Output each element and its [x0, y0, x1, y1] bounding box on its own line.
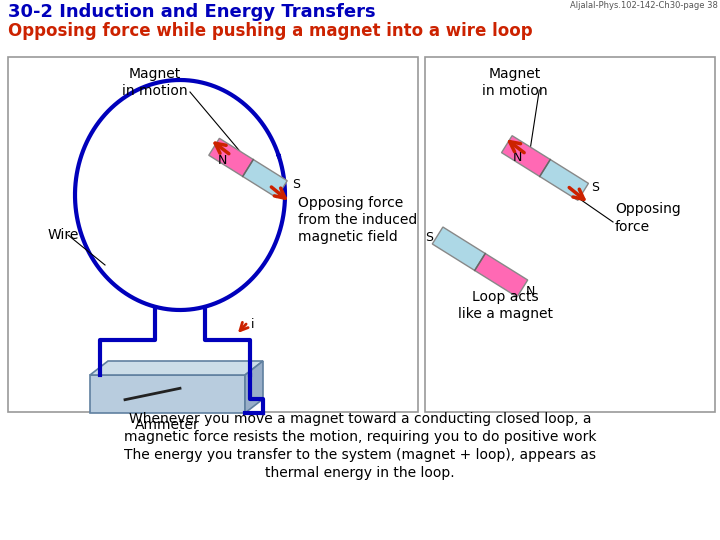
Text: The energy you transfer to the system (magnet + loop), appears as: The energy you transfer to the system (m…	[124, 448, 596, 462]
Polygon shape	[474, 253, 528, 297]
Polygon shape	[502, 136, 550, 177]
Text: Aljalal-Phys.102-142-Ch30-page 38: Aljalal-Phys.102-142-Ch30-page 38	[570, 1, 718, 10]
FancyBboxPatch shape	[90, 375, 245, 413]
Text: N: N	[513, 151, 522, 164]
Text: Magnet
in motion: Magnet in motion	[482, 67, 548, 98]
Text: Opposing force
from the induced
magnetic field: Opposing force from the induced magnetic…	[298, 195, 418, 244]
Text: 30-2 Induction and Energy Transfers: 30-2 Induction and Energy Transfers	[8, 3, 376, 21]
Text: magnetic force resists the motion, requiring you to do positive work: magnetic force resists the motion, requi…	[124, 430, 596, 444]
Text: Wire: Wire	[48, 228, 79, 242]
Polygon shape	[245, 361, 263, 413]
Bar	[425, 57, 715, 412]
Text: i: i	[251, 319, 254, 332]
Text: N: N	[526, 285, 535, 298]
Polygon shape	[90, 361, 263, 375]
Text: Opposing
force: Opposing force	[615, 202, 680, 234]
Text: Opposing force while pushing a magnet into a wire loop: Opposing force while pushing a magnet in…	[8, 22, 533, 40]
Polygon shape	[243, 159, 287, 198]
Bar	[8, 57, 418, 412]
Text: Whenever you move a magnet toward a conducting closed loop, a: Whenever you move a magnet toward a cond…	[129, 412, 591, 426]
Text: N: N	[217, 153, 227, 167]
Polygon shape	[540, 159, 588, 200]
Text: Loop acts
like a magnet: Loop acts like a magnet	[457, 290, 552, 321]
Text: S: S	[591, 181, 599, 194]
Polygon shape	[432, 227, 485, 271]
Text: thermal energy in the loop.: thermal energy in the loop.	[265, 466, 455, 480]
Polygon shape	[209, 138, 253, 177]
Text: Magnet
in motion: Magnet in motion	[122, 67, 188, 98]
Text: S: S	[292, 178, 300, 191]
Text: Ammeter: Ammeter	[135, 418, 200, 432]
Text: S: S	[426, 231, 433, 245]
